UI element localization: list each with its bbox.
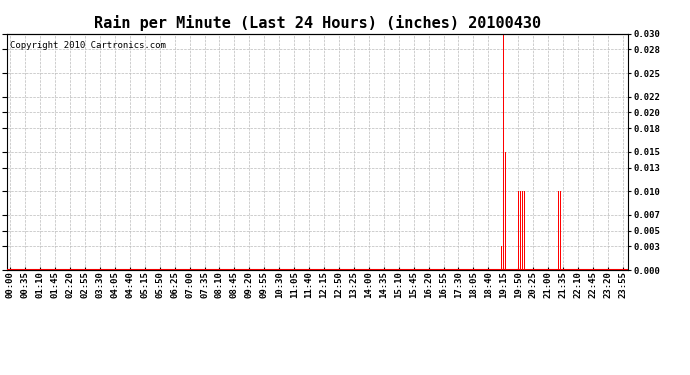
Bar — [505, 152, 506, 270]
Bar — [560, 191, 562, 270]
Bar — [520, 191, 521, 270]
Title: Rain per Minute (Last 24 Hours) (inches) 20100430: Rain per Minute (Last 24 Hours) (inches)… — [94, 15, 541, 31]
Text: Copyright 2010 Cartronics.com: Copyright 2010 Cartronics.com — [10, 41, 166, 50]
Bar — [518, 191, 519, 270]
Bar — [524, 191, 525, 270]
Bar — [501, 246, 502, 270]
Bar — [522, 191, 523, 270]
Bar — [503, 34, 504, 270]
Bar — [558, 191, 559, 270]
